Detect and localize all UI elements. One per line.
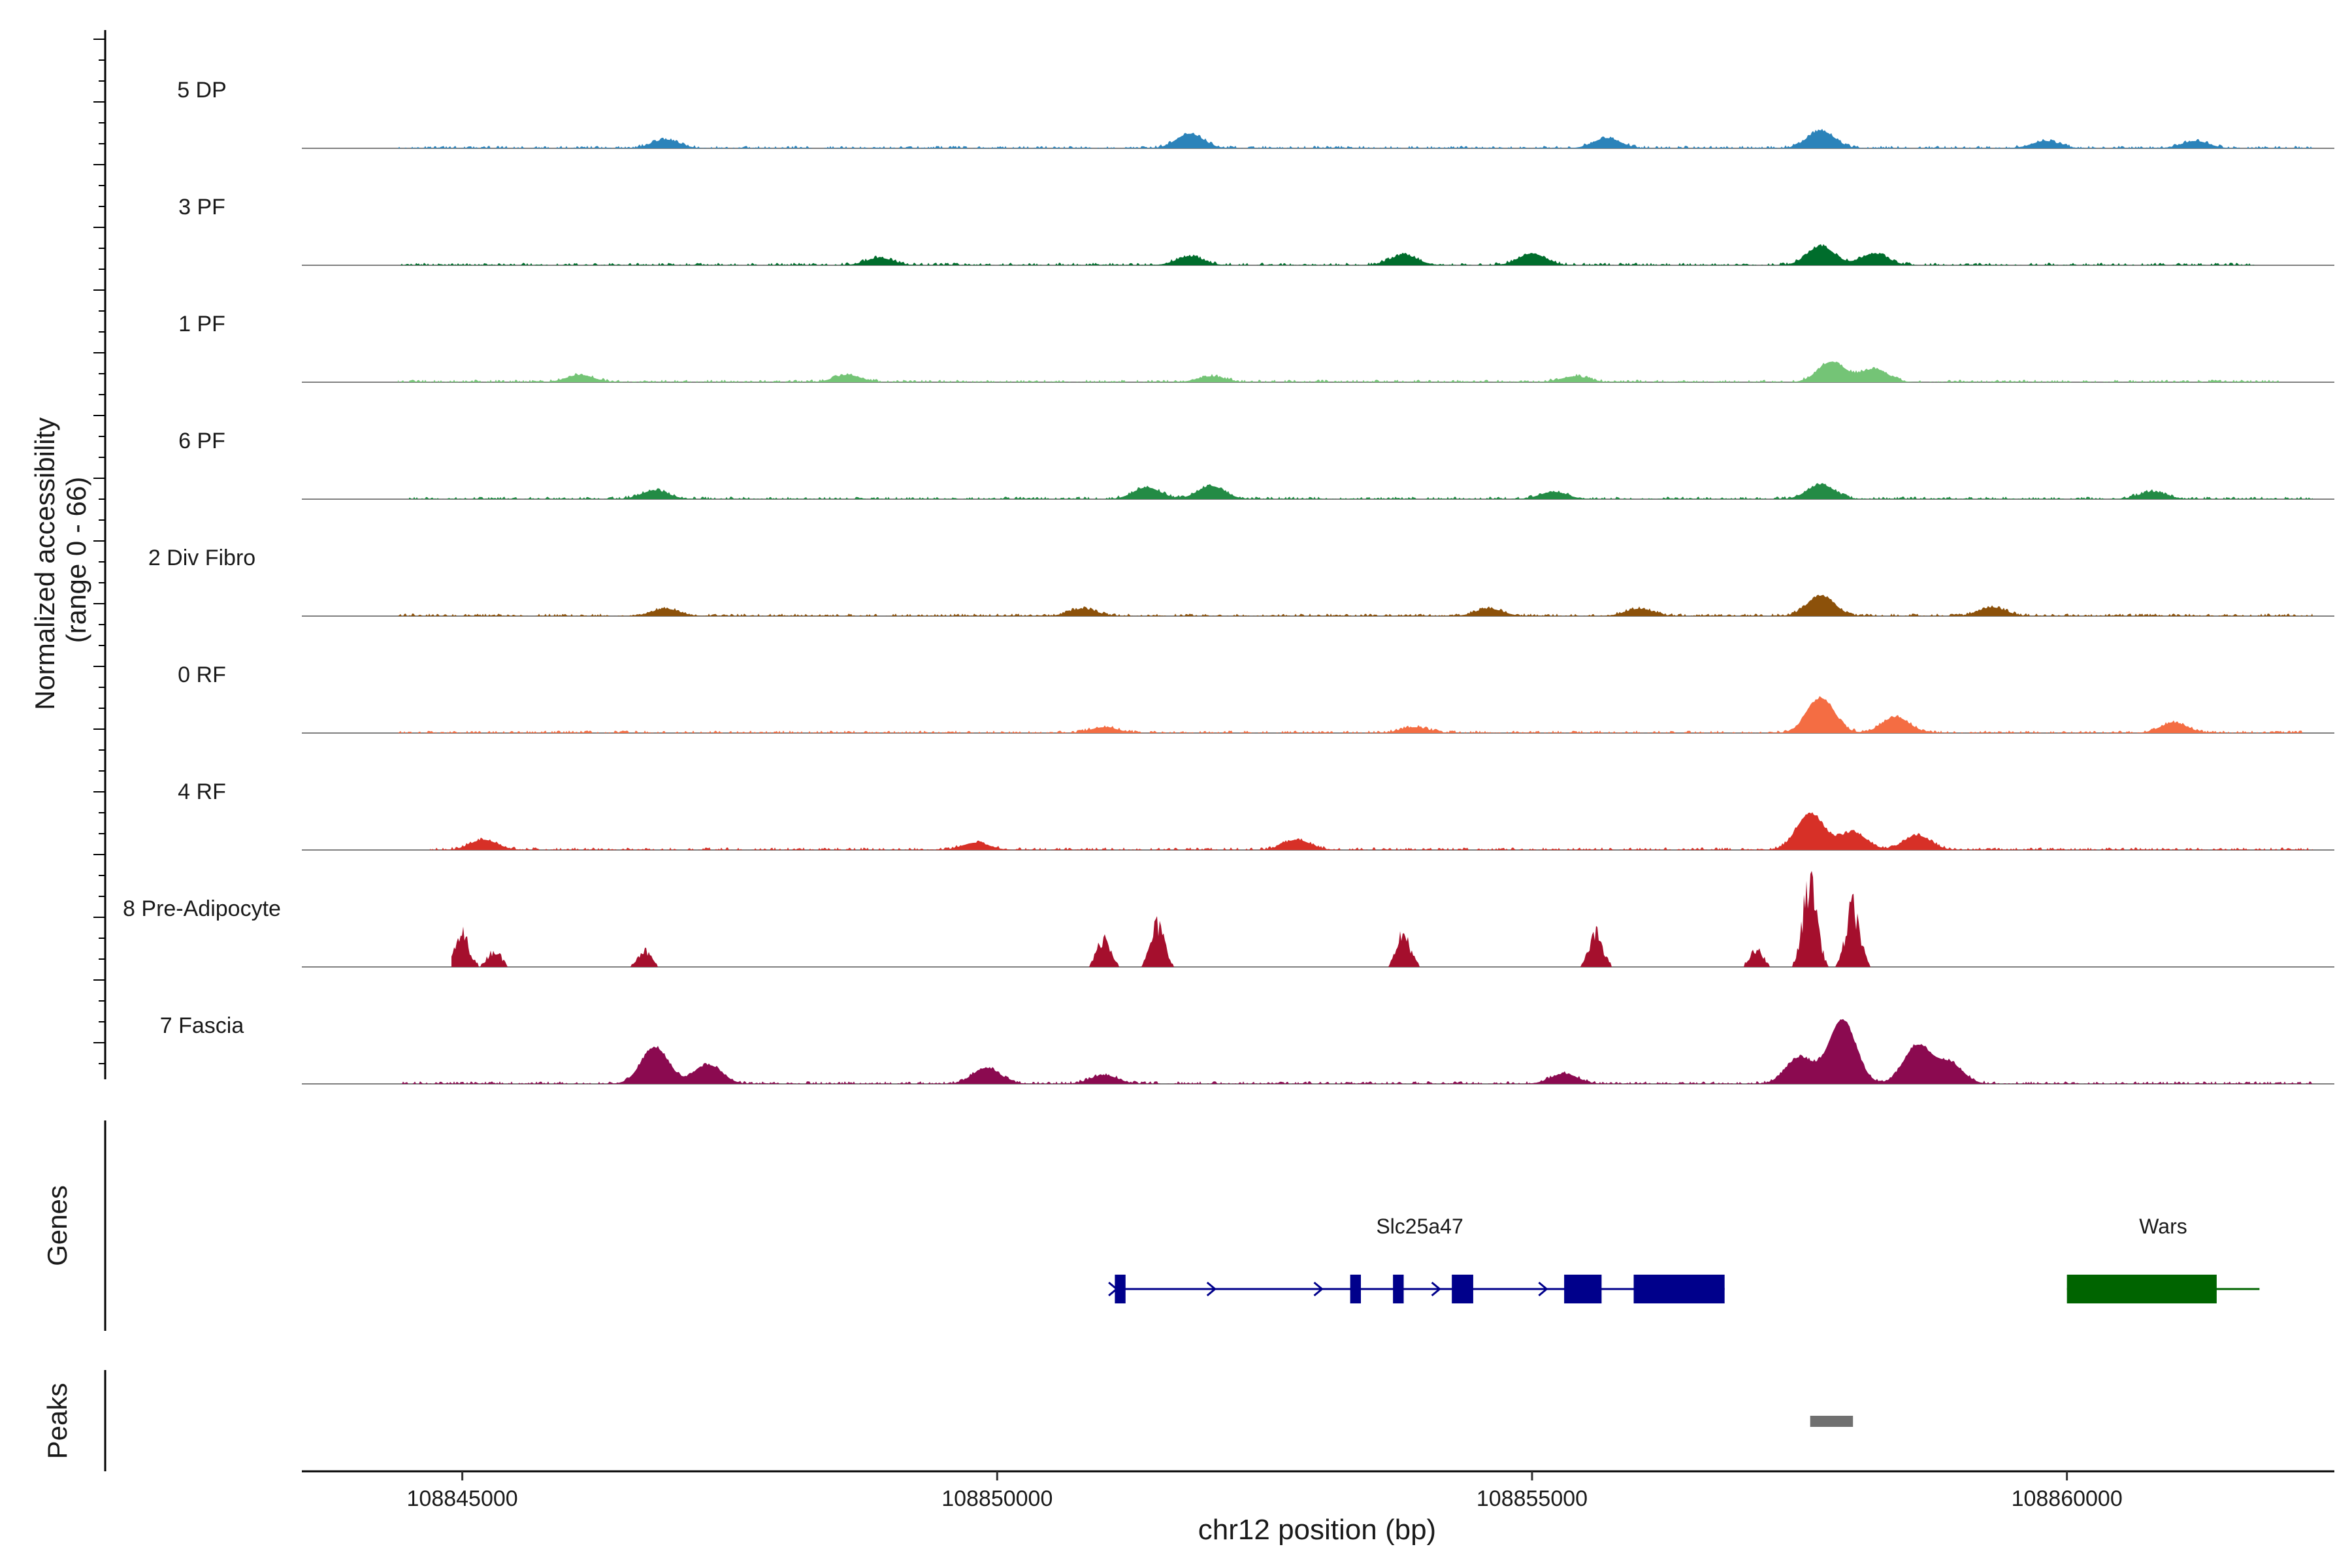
track-coverage-area [398, 244, 2259, 265]
gene-name-label: Wars [2139, 1215, 2187, 1238]
gene-exon [1115, 1275, 1126, 1303]
x-tick-label: 108850000 [941, 1486, 1053, 1511]
peak-0 [1810, 1416, 1854, 1427]
track-coverage-area [398, 696, 2302, 733]
strand-arrow [1538, 1281, 1548, 1297]
gene-exon [1350, 1275, 1361, 1303]
genes-panel-label: Genes [42, 1185, 73, 1266]
peaks-panel-label: Peaks [42, 1383, 73, 1460]
track-0: 5 DP [177, 78, 2334, 149]
track-coverage-area [409, 483, 2313, 499]
track-coverage-area [398, 1019, 2313, 1084]
track-coverage-area [398, 361, 2281, 382]
x-tick-label: 108845000 [407, 1486, 518, 1511]
track-1: 3 PF [178, 195, 2334, 266]
gene-exon [1633, 1275, 1725, 1303]
track-label: 0 RF [178, 662, 226, 687]
x-axis-label: chr12 position (bp) [1198, 1514, 1436, 1546]
track-label: 5 DP [177, 78, 227, 103]
track-label: 1 PF [178, 312, 225, 336]
gene-exon [1564, 1275, 1602, 1303]
track-8: 7 Fascia [160, 1013, 2334, 1085]
track-coverage-area [398, 595, 2313, 616]
track-label: 3 PF [178, 195, 225, 220]
track-3: 6 PF [178, 429, 2334, 500]
track-2: 1 PF [178, 312, 2334, 383]
strand-arrow [1108, 1281, 1119, 1297]
track-coverage-area [451, 871, 1982, 967]
track-label: 2 Div Fibro [148, 546, 255, 570]
y-axis-label: Normalized accessibility (range 0 - 66) [29, 410, 91, 710]
y-axis-ticks [93, 39, 105, 1064]
track-coverage-area [398, 129, 2313, 148]
gene-models: Slc25a47 Wars [1108, 1215, 2260, 1303]
track-7: 8 Pre-Adipocyte [123, 871, 2334, 968]
track-label: 8 Pre-Adipocyte [123, 896, 281, 921]
y-axis-label-range: (range 0 - 66) [61, 477, 91, 643]
gene-name-label: Slc25a47 [1376, 1215, 1463, 1238]
coverage-tracks: 5 DP 3 PF 1 PF 6 PF 2 Div Fibro 0 RF 4 RF 8 Pre… [123, 78, 2334, 1085]
x-tick-label: 108855000 [1477, 1486, 1588, 1511]
track-5: 0 RF [178, 662, 2334, 734]
peaks-track [1810, 1416, 1854, 1427]
track-label: 7 Fascia [160, 1013, 244, 1038]
gene-0: Slc25a47 [1108, 1215, 1725, 1303]
strand-arrow [1313, 1281, 1324, 1297]
gene-exon [1393, 1275, 1404, 1303]
track-coverage-area [430, 812, 2313, 850]
strand-arrow [1431, 1281, 1441, 1297]
gene-1: Wars [2066, 1215, 2260, 1303]
track-label: 6 PF [178, 429, 225, 453]
track-label: 4 RF [178, 779, 226, 804]
x-tick-label: 108860000 [2012, 1486, 2123, 1511]
gene-exon [2066, 1275, 2217, 1303]
gene-exon [1452, 1275, 1473, 1303]
strand-arrow [1206, 1281, 1217, 1297]
track-6: 4 RF [178, 779, 2334, 851]
track-4: 2 Div Fibro [148, 546, 2334, 617]
x-axis-ticks: 108845000 108850000 108855000 108860000 [407, 1471, 2123, 1511]
